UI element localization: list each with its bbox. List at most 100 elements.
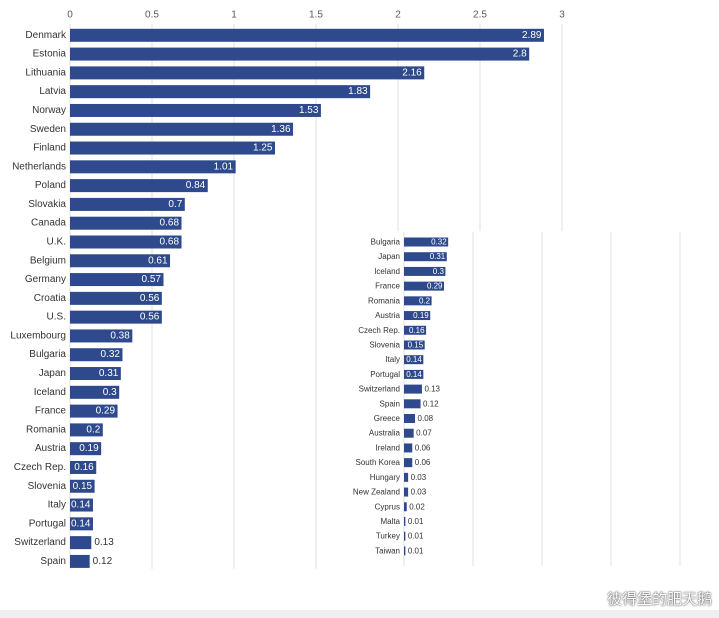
category-label: Czech Rep. xyxy=(14,462,66,473)
inset-bar-bulgaria xyxy=(404,237,449,247)
inset-category-label: Greece xyxy=(374,414,401,423)
inset-bar-cyprus xyxy=(404,502,407,512)
inset-value-label: 0.06 xyxy=(415,458,431,467)
inset-chart: Bulgaria 0.32 Japan 0.31 Iceland 0.3 France 0.2… xyxy=(332,231,719,571)
inset-value-label: 0.13 xyxy=(424,385,440,394)
inset-bar-romania xyxy=(404,296,432,306)
x-tick-label: 1.5 xyxy=(309,10,323,21)
inset-value-label: 0.08 xyxy=(418,414,434,423)
inset-category-label: France xyxy=(375,282,400,291)
value-label: 1.25 xyxy=(253,143,273,154)
value-label: 0.3 xyxy=(103,387,117,398)
bar-romania xyxy=(70,423,103,437)
inset-category-label: Slovenia xyxy=(369,340,400,349)
value-label: 0.31 xyxy=(99,368,119,379)
inset-value-label: 0.12 xyxy=(423,399,439,408)
category-label: Netherlands xyxy=(12,161,66,172)
inset-bar-ireland xyxy=(404,443,413,453)
inset-value-label: 0.2 xyxy=(419,296,431,305)
inset-value-label: 0.06 xyxy=(415,443,431,452)
bar-bulgaria xyxy=(70,348,123,362)
inset-bar-hungary xyxy=(404,472,409,482)
value-label: 0.56 xyxy=(140,312,160,323)
value-label: 2.16 xyxy=(402,67,422,78)
inset-background xyxy=(332,231,719,571)
category-label: Switzerland xyxy=(14,537,66,548)
value-label: 0.32 xyxy=(101,349,121,360)
category-label: Norway xyxy=(32,105,66,116)
inset-bars: Bulgaria 0.32 Japan 0.31 Iceland 0.3 France 0.2… xyxy=(353,237,449,556)
inset-bar-south-korea xyxy=(404,458,413,468)
value-label: 0.16 xyxy=(74,462,94,473)
bar-sweden xyxy=(70,122,294,136)
inset-category-label: Italy xyxy=(385,355,400,364)
value-label: 0.68 xyxy=(160,236,180,247)
inset-category-label: New Zealand xyxy=(353,488,400,497)
value-label: 1.53 xyxy=(299,105,319,116)
bar-canada xyxy=(70,216,182,230)
value-label: 1.01 xyxy=(214,161,234,172)
inset-category-label: Austria xyxy=(375,311,400,320)
inset-category-label: Ireland xyxy=(376,443,400,452)
inset-bar-iceland xyxy=(404,266,446,276)
inset-bar-japan xyxy=(404,252,447,262)
bar-u-s xyxy=(70,310,162,324)
bar-belgium xyxy=(70,254,171,268)
value-label: 0.19 xyxy=(79,443,99,454)
category-label: Japan xyxy=(39,368,66,379)
inset-category-label: Japan xyxy=(378,252,400,261)
inset-category-label: Czech Rep. xyxy=(358,326,400,335)
inset-category-label: Bulgaria xyxy=(371,238,401,247)
bar-estonia xyxy=(70,47,530,61)
inset-value-label: 0.01 xyxy=(408,517,424,526)
inset-bar-taiwan xyxy=(404,546,406,556)
inset-value-label: 0.01 xyxy=(408,532,424,541)
bar-u-k xyxy=(70,235,182,249)
category-label: Estonia xyxy=(33,49,67,60)
value-label: 0.29 xyxy=(96,406,116,417)
category-label: Canada xyxy=(31,218,66,229)
category-label: Austria xyxy=(35,443,67,454)
bar-poland xyxy=(70,179,208,193)
bar-france xyxy=(70,404,118,418)
inset-category-label: Switzerland xyxy=(359,385,400,394)
bar-austria xyxy=(70,442,102,456)
value-label: 0.7 xyxy=(168,199,182,210)
bar-luxembourg xyxy=(70,329,133,343)
inset-bar-australia xyxy=(404,428,414,438)
inset-value-label: 0.03 xyxy=(411,473,427,482)
bar-norway xyxy=(70,103,321,117)
inset-value-label: 0.02 xyxy=(409,502,425,511)
value-label: 0.14 xyxy=(71,500,91,511)
category-label: Slovenia xyxy=(28,481,67,492)
inset-value-label: 0.32 xyxy=(431,238,447,247)
value-label: 0.14 xyxy=(71,518,91,529)
bar-germany xyxy=(70,273,164,287)
x-tick-label: 3 xyxy=(559,10,565,21)
inset-bar-austria xyxy=(404,311,431,321)
value-label: 1.36 xyxy=(271,124,291,135)
category-label: Denmark xyxy=(25,30,67,41)
inset-value-label: 0.3 xyxy=(433,267,445,276)
bar-spain xyxy=(70,554,90,568)
value-label: 0.2 xyxy=(86,424,100,435)
category-label: Sweden xyxy=(30,124,66,135)
value-label: 0.68 xyxy=(160,218,180,229)
inset-bar-new-zealand xyxy=(404,487,409,497)
bar-switzerland xyxy=(70,536,92,550)
main-x-axis: 0 0.5 1 1.5 2 2.5 3 xyxy=(67,10,565,21)
category-label: Croatia xyxy=(34,293,67,304)
inset-value-label: 0.14 xyxy=(406,355,422,364)
category-label: Lithuania xyxy=(25,67,66,78)
inset-bar-spain xyxy=(404,399,421,409)
inset-bar-turkey xyxy=(404,531,406,541)
inset-category-label: Turkey xyxy=(376,532,400,541)
category-label: Luxembourg xyxy=(10,330,66,341)
bar-latvia xyxy=(70,85,371,99)
inset-category-label: Romania xyxy=(368,296,401,305)
category-label: Italy xyxy=(48,500,66,511)
inset-value-label: 0.31 xyxy=(430,252,446,261)
value-label: 0.15 xyxy=(73,481,93,492)
category-label: Latvia xyxy=(39,86,66,97)
